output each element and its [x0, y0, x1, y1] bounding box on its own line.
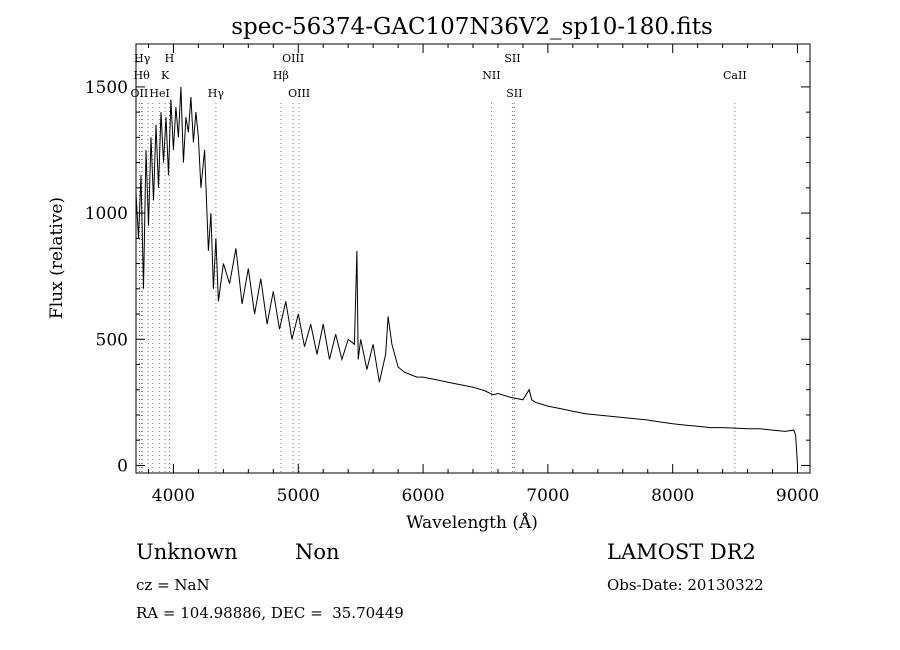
spectral-line-label: Hβ [273, 69, 289, 82]
x-tick-label: 5000 [277, 486, 320, 506]
y-tick-label: 1500 [85, 78, 128, 98]
x-tick-label: 9000 [776, 486, 819, 506]
spectral-line-label: SII [506, 87, 522, 100]
x-tick-label: 7000 [526, 486, 569, 506]
axis-ticks: 4000 5000 6000 7000 8000 9000 0 500 1000 1500 [85, 44, 819, 506]
spectrum-line [135, 86, 798, 466]
y-tick-label: 1000 [85, 204, 128, 224]
chart-title: spec-56374-GAC107N36V2_sp10-180.fits [231, 14, 713, 40]
spectral-line-label: Hγ [208, 87, 225, 100]
x-tick-label: 4000 [152, 486, 195, 506]
spectral-line-label: H [165, 52, 175, 65]
spectral-line-label: Hγ [134, 52, 151, 65]
x-tick-label: 8000 [651, 486, 694, 506]
spectral-line-label: OII [131, 87, 149, 100]
spectral-line-label: OIII [282, 52, 304, 65]
spectral-line-markers: Hγ Hθ OII HK HeI Hγ OIII Hβ OIII SII NII SII CaII [131, 52, 747, 473]
sky-coordinates: RA = 104.98886, DEC = 35.70449 [136, 604, 404, 622]
observation-date: Obs-Date: 20130322 [607, 576, 764, 594]
spectral-line-label: K [161, 69, 170, 82]
x-axis-label: Wavelength (Å) [406, 512, 538, 533]
y-axis-label: Flux (relative) [47, 197, 67, 319]
spectral-line-label: SII [504, 52, 520, 65]
spectrum-series [135, 86, 798, 466]
spectral-subclass: Non [295, 540, 340, 564]
redshift-value: cz = NaN [136, 576, 210, 594]
spectral-line-label: OIII [288, 87, 310, 100]
spectral-line-label: Hθ [134, 69, 151, 82]
spectral-class: Unknown [136, 540, 238, 564]
y-tick-label: 500 [96, 330, 128, 350]
y-tick-label: 0 [117, 456, 128, 476]
x-tick-label: 6000 [401, 486, 444, 506]
spectral-line-label: NII [482, 69, 500, 82]
spectral-line-label: CaII [723, 69, 747, 82]
spectral-line-label: HeI [149, 87, 169, 100]
survey-name: LAMOST DR2 [607, 540, 756, 564]
